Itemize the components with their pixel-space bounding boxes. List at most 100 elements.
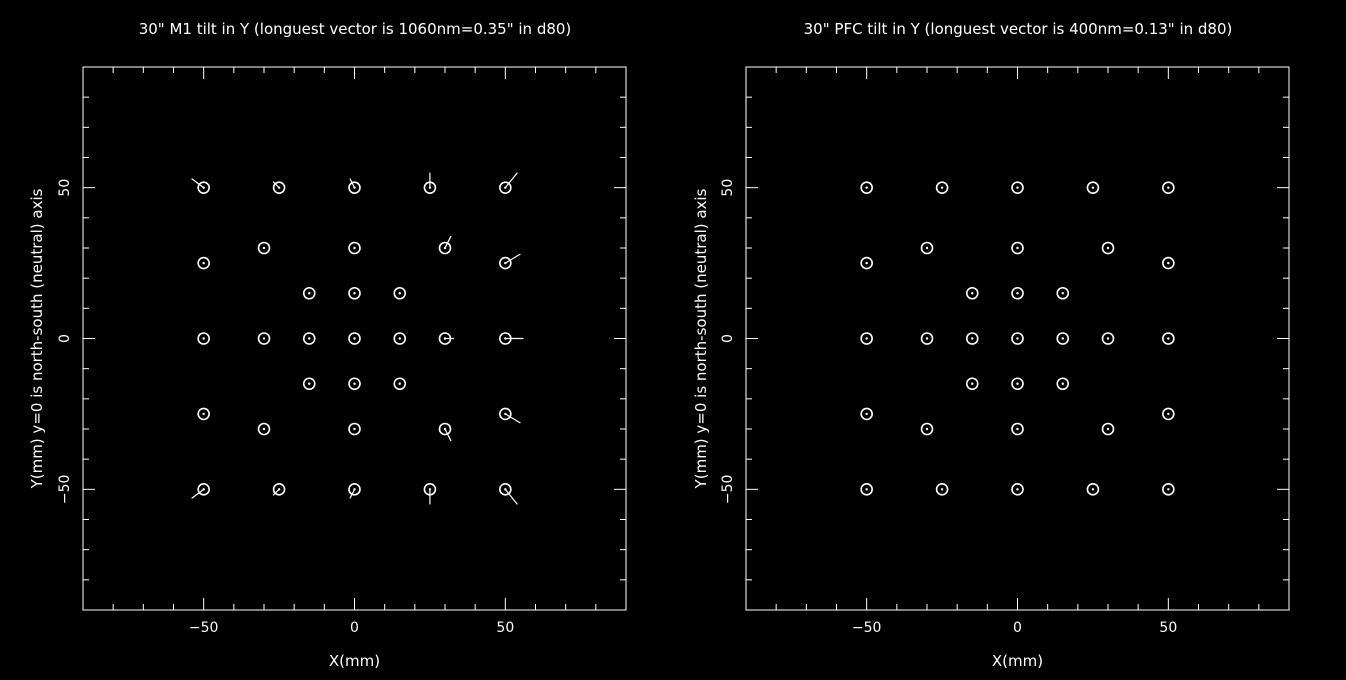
displacement-vector: [272, 488, 280, 496]
data-point: [348, 286, 361, 300]
data-point: [499, 256, 512, 270]
data-point: [257, 422, 271, 436]
y-tick-label: 50: [720, 179, 736, 197]
data-point-center: [971, 337, 974, 340]
data-point-center: [940, 186, 944, 189]
data-point-center: [202, 412, 205, 416]
data-point-center: [262, 337, 266, 340]
data-point: [197, 256, 210, 270]
x-tick-label: 0: [350, 620, 359, 636]
data-point: [1011, 332, 1024, 345]
data-point: [197, 407, 210, 421]
y-tick-label: 50: [57, 179, 73, 197]
data-point-center: [1016, 337, 1019, 340]
data-point-center: [308, 337, 311, 340]
x-tick-label: 0: [1013, 620, 1022, 636]
data-point-center: [202, 261, 205, 265]
displacement-vector: [444, 235, 452, 249]
data-point: [965, 332, 979, 345]
data-point-center: [353, 292, 356, 295]
data-point-center: [398, 292, 401, 295]
data-point-center: [353, 246, 356, 250]
data-point-center: [1016, 186, 1019, 189]
data-point-center: [262, 427, 266, 431]
data-point: [1011, 286, 1024, 300]
data-point-center: [865, 261, 868, 265]
data-point-center: [398, 382, 401, 385]
y-tick-label: 0: [720, 334, 736, 343]
displacement-vector: [191, 488, 205, 499]
displacement-vector: [504, 172, 518, 189]
data-point-center: [865, 412, 868, 416]
displacement-vector: [444, 428, 452, 442]
pfc-tilt-panel: 30" PFC tilt in Y (longuest vector is 40…: [692, 20, 1290, 670]
x-tick-label: 50: [496, 620, 514, 636]
data-point-center: [1167, 186, 1170, 189]
x-tick-label: 50: [1159, 620, 1177, 636]
data-point-center: [1016, 488, 1019, 491]
data-point-center: [1061, 337, 1064, 340]
data-point: [348, 422, 361, 436]
data-point-center: [1016, 427, 1019, 431]
data-point: [257, 332, 271, 345]
data-point-center: [308, 382, 311, 385]
data-point: [965, 377, 979, 391]
data-point: [860, 332, 873, 345]
data-point: [499, 483, 512, 496]
data-point-center: [1167, 412, 1170, 416]
data-point: [1086, 181, 1100, 194]
data-point: [1162, 332, 1175, 345]
y-tick-label: −50: [57, 475, 73, 505]
x-tick-label: −50: [189, 620, 219, 636]
data-point-center: [925, 246, 929, 250]
data-point: [348, 483, 361, 496]
data-point: [935, 483, 949, 496]
data-point-center: [353, 382, 356, 385]
data-point: [1101, 241, 1115, 255]
data-point-center: [308, 292, 311, 295]
data-point: [393, 332, 407, 345]
data-point: [1086, 483, 1100, 496]
data-point: [438, 422, 452, 436]
y-axis-label: Y(mm) y=0 is north-south (neutral) axis: [692, 188, 710, 489]
data-point: [935, 181, 949, 194]
displacement-vector: [349, 489, 356, 499]
displacement-vector: [504, 488, 518, 505]
x-tick-label: −50: [852, 620, 882, 636]
data-point: [1056, 332, 1070, 345]
data-point: [1011, 241, 1024, 255]
data-point-center: [1167, 261, 1170, 265]
data-point: [197, 483, 210, 496]
data-point-center: [202, 337, 205, 340]
data-point: [272, 483, 286, 496]
data-point-center: [971, 382, 974, 385]
displacement-vector: [349, 178, 356, 188]
data-point-center: [1106, 427, 1110, 431]
data-point: [1011, 377, 1024, 391]
data-point: [860, 483, 873, 496]
data-point-center: [1167, 488, 1170, 491]
data-point-center: [925, 337, 929, 340]
data-point: [1162, 256, 1175, 270]
data-point: [1101, 422, 1115, 436]
displacement-vector: [505, 413, 521, 424]
data-point: [920, 422, 934, 436]
y-axis-label: Y(mm) y=0 is north-south (neutral) axis: [28, 188, 46, 489]
data-point: [393, 286, 407, 300]
displacement-vector: [505, 253, 521, 264]
data-point: [860, 407, 873, 421]
data-point: [1162, 407, 1175, 421]
data-point: [1101, 332, 1115, 345]
data-point: [499, 407, 512, 421]
x-axis-label: X(mm): [992, 652, 1043, 670]
data-point-center: [353, 427, 356, 431]
data-point-center: [1016, 292, 1019, 295]
data-point: [1056, 286, 1070, 300]
x-axis-label: X(mm): [329, 652, 380, 670]
data-point-center: [1106, 337, 1110, 340]
data-point-center: [1091, 488, 1095, 491]
data-point: [393, 377, 407, 391]
data-point: [302, 332, 316, 345]
data-point: [1011, 483, 1024, 496]
